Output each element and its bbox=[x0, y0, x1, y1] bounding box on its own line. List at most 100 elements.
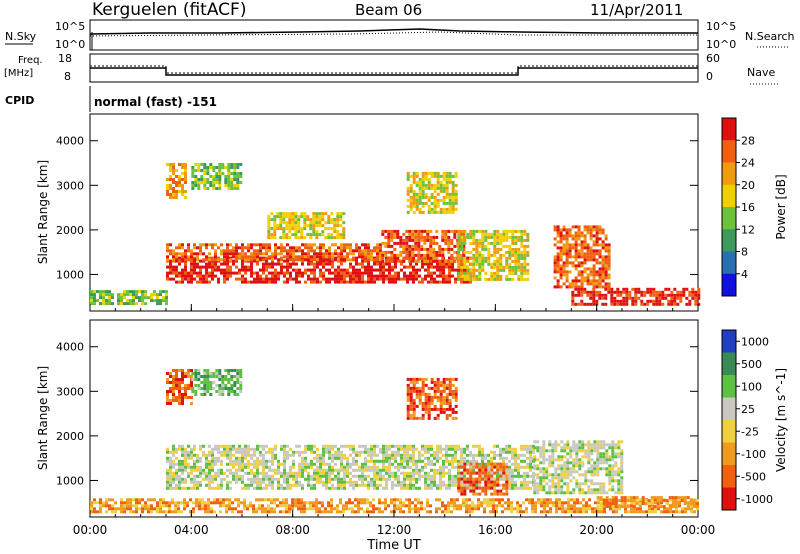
velocity-cell bbox=[295, 450, 298, 454]
power-cell bbox=[250, 274, 253, 278]
velocity-cell bbox=[539, 485, 543, 489]
velocity-cell bbox=[217, 486, 220, 490]
velocity-cell bbox=[172, 486, 175, 490]
power-cell bbox=[283, 271, 286, 275]
velocity-cell bbox=[211, 459, 214, 463]
velocity-cell bbox=[514, 474, 517, 478]
power-cell bbox=[676, 296, 680, 300]
velocity-cell bbox=[469, 480, 473, 484]
velocity-cell bbox=[469, 453, 472, 457]
velocity-cell bbox=[397, 483, 400, 487]
velocity-cell bbox=[412, 483, 415, 487]
power-cell bbox=[288, 224, 292, 228]
velocity-cell bbox=[478, 453, 481, 457]
power-cell bbox=[230, 166, 234, 169]
velocity-cell bbox=[361, 480, 364, 484]
velocity-cell bbox=[289, 486, 292, 490]
power-cell bbox=[190, 280, 193, 284]
velocity-cell bbox=[489, 498, 492, 502]
velocity-cell bbox=[687, 507, 690, 511]
power-cell bbox=[193, 256, 196, 260]
power-cell bbox=[417, 253, 421, 257]
power-cell bbox=[267, 218, 271, 222]
power-cell bbox=[205, 243, 208, 247]
power-cell bbox=[313, 249, 316, 253]
power-cell bbox=[297, 236, 301, 240]
power-cell bbox=[607, 282, 611, 286]
power-cell bbox=[472, 271, 476, 275]
power-cell bbox=[202, 280, 205, 284]
velocity-cell bbox=[318, 507, 321, 511]
power-cell bbox=[577, 234, 581, 238]
velocity-cell bbox=[551, 479, 555, 483]
power-cell bbox=[517, 259, 521, 263]
power-cell bbox=[598, 267, 602, 271]
velocity-cell bbox=[289, 471, 292, 475]
velocity-cell bbox=[337, 474, 340, 478]
velocity-cell bbox=[144, 504, 147, 508]
power-cell bbox=[361, 262, 364, 266]
power-cell bbox=[514, 268, 518, 272]
power-cell bbox=[421, 171, 425, 175]
power-cell bbox=[409, 174, 413, 178]
velocity-cell bbox=[364, 444, 367, 448]
velocity-cell bbox=[310, 444, 313, 448]
power-cell bbox=[517, 262, 521, 266]
power-cell bbox=[580, 264, 584, 268]
velocity-cell bbox=[460, 462, 463, 466]
power-cell bbox=[427, 207, 431, 211]
power-cell bbox=[321, 224, 325, 228]
power-cell bbox=[598, 261, 602, 265]
power-cell bbox=[291, 215, 295, 219]
power-cell bbox=[262, 258, 265, 262]
velocity-cell bbox=[426, 510, 429, 514]
power-cell bbox=[421, 204, 425, 208]
velocity-cell bbox=[433, 471, 436, 475]
velocity-cell bbox=[271, 456, 274, 460]
power-cell bbox=[688, 302, 692, 306]
velocity-cell bbox=[436, 444, 439, 448]
power-cell bbox=[586, 225, 590, 229]
velocity-cell bbox=[566, 458, 570, 462]
velocity-cell bbox=[400, 459, 403, 463]
velocity-cell bbox=[390, 498, 393, 502]
power-cell bbox=[439, 271, 442, 275]
power-cell bbox=[226, 268, 229, 272]
power-cell bbox=[411, 247, 415, 251]
power-cell bbox=[319, 262, 322, 266]
power-cell bbox=[451, 189, 455, 193]
power-cell bbox=[460, 259, 463, 263]
velocity-cell bbox=[301, 465, 304, 469]
velocity-cell bbox=[596, 473, 600, 477]
power-cell bbox=[526, 235, 530, 239]
power-cell bbox=[322, 274, 325, 278]
power-cell bbox=[607, 267, 611, 271]
power-cell bbox=[580, 240, 584, 244]
velocity-cell bbox=[590, 488, 594, 492]
velocity-cell bbox=[409, 456, 412, 460]
power-cell bbox=[223, 274, 226, 278]
power-cell bbox=[463, 259, 467, 263]
power-cell bbox=[307, 268, 310, 272]
power-cell bbox=[592, 267, 596, 271]
velocity-cell bbox=[508, 468, 511, 472]
velocity-cell bbox=[304, 456, 307, 460]
power-cell bbox=[520, 241, 524, 245]
power-cell bbox=[181, 172, 184, 175]
power-cell bbox=[463, 229, 467, 233]
power-cell bbox=[259, 243, 262, 247]
velocity-cell bbox=[548, 458, 552, 462]
velocity-cell bbox=[193, 465, 196, 469]
velocity-cell bbox=[211, 453, 214, 457]
power-cell bbox=[150, 296, 153, 300]
velocity-cell bbox=[545, 473, 549, 477]
velocity-cell bbox=[578, 482, 582, 486]
velocity-cell bbox=[609, 507, 612, 511]
power-cell bbox=[367, 280, 370, 284]
velocity-cell bbox=[271, 450, 274, 454]
velocity-cell bbox=[575, 470, 579, 474]
velocity-cell bbox=[563, 476, 567, 480]
power-cell bbox=[430, 259, 433, 263]
velocity-cell bbox=[226, 444, 229, 448]
power-cell bbox=[129, 290, 132, 294]
